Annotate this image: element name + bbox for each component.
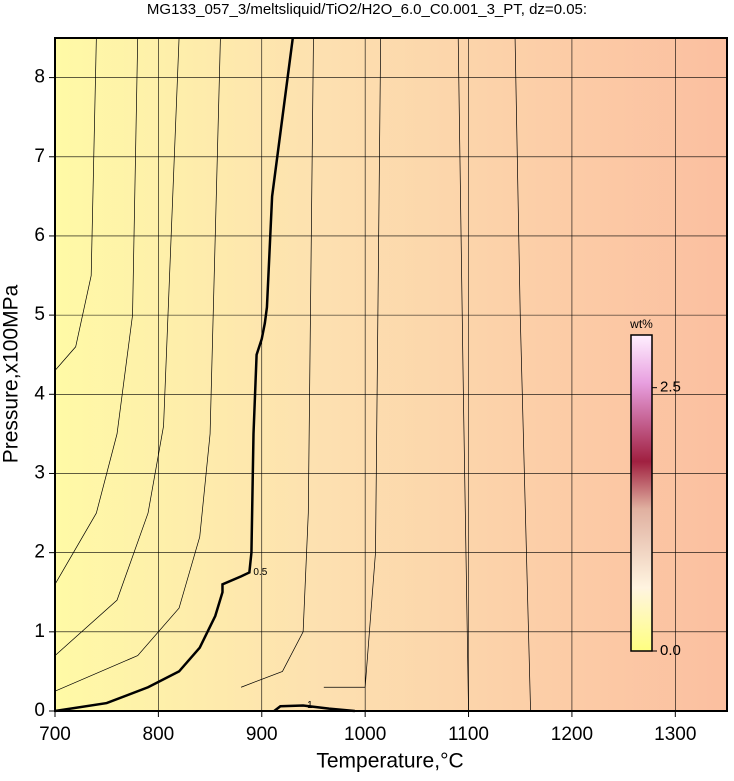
y-tick-label: 0: [34, 700, 45, 721]
contour-line: [54, 37, 180, 656]
contour-line: [54, 37, 97, 371]
y-axis-label: Pressure,x100MPa: [0, 284, 23, 463]
contour-line: [240, 37, 314, 688]
contour-line: [54, 37, 139, 585]
contour-line: [54, 37, 221, 692]
plot-frame: [54, 37, 728, 712]
contour-label: 1: [307, 700, 313, 711]
x-tick-label: 800: [143, 724, 175, 745]
y-tick-label: 4: [34, 383, 45, 404]
chart-title: MG133_057_3/meltsliquid/TiO2/H2O_6.0_C0.…: [147, 1, 587, 18]
contour-line: [457, 37, 469, 712]
contour-line: [514, 37, 531, 712]
y-tick-label: 5: [34, 304, 45, 325]
y-tick-label: 6: [34, 225, 45, 246]
x-tick-label: 1200: [551, 724, 593, 745]
colorbar-label: wt%: [629, 317, 653, 331]
x-tick-label: 1000: [344, 724, 386, 745]
x-tick-label: 900: [246, 724, 278, 745]
colorbar: [630, 334, 653, 652]
y-tick-label: 3: [34, 462, 45, 483]
y-tick-label: 1: [34, 621, 45, 642]
contour-line: [273, 704, 355, 713]
plot-background: [55, 38, 727, 711]
y-tick-label: 2: [34, 542, 45, 563]
x-tick-label: 1300: [654, 724, 696, 745]
contour-line: [54, 37, 295, 713]
x-tick-label: 700: [39, 724, 71, 745]
contour-label: 0.5: [253, 567, 267, 578]
colorbar-tick-label: 2.5: [660, 379, 681, 396]
y-tick-label: 8: [34, 67, 45, 88]
contour-line: [323, 37, 382, 688]
x-tick-label: 1100: [448, 724, 489, 745]
y-tick-label: 7: [34, 146, 45, 167]
x-axis-label: Temperature,°C: [316, 750, 463, 773]
colorbar-tick-label: 0.0: [660, 642, 681, 659]
